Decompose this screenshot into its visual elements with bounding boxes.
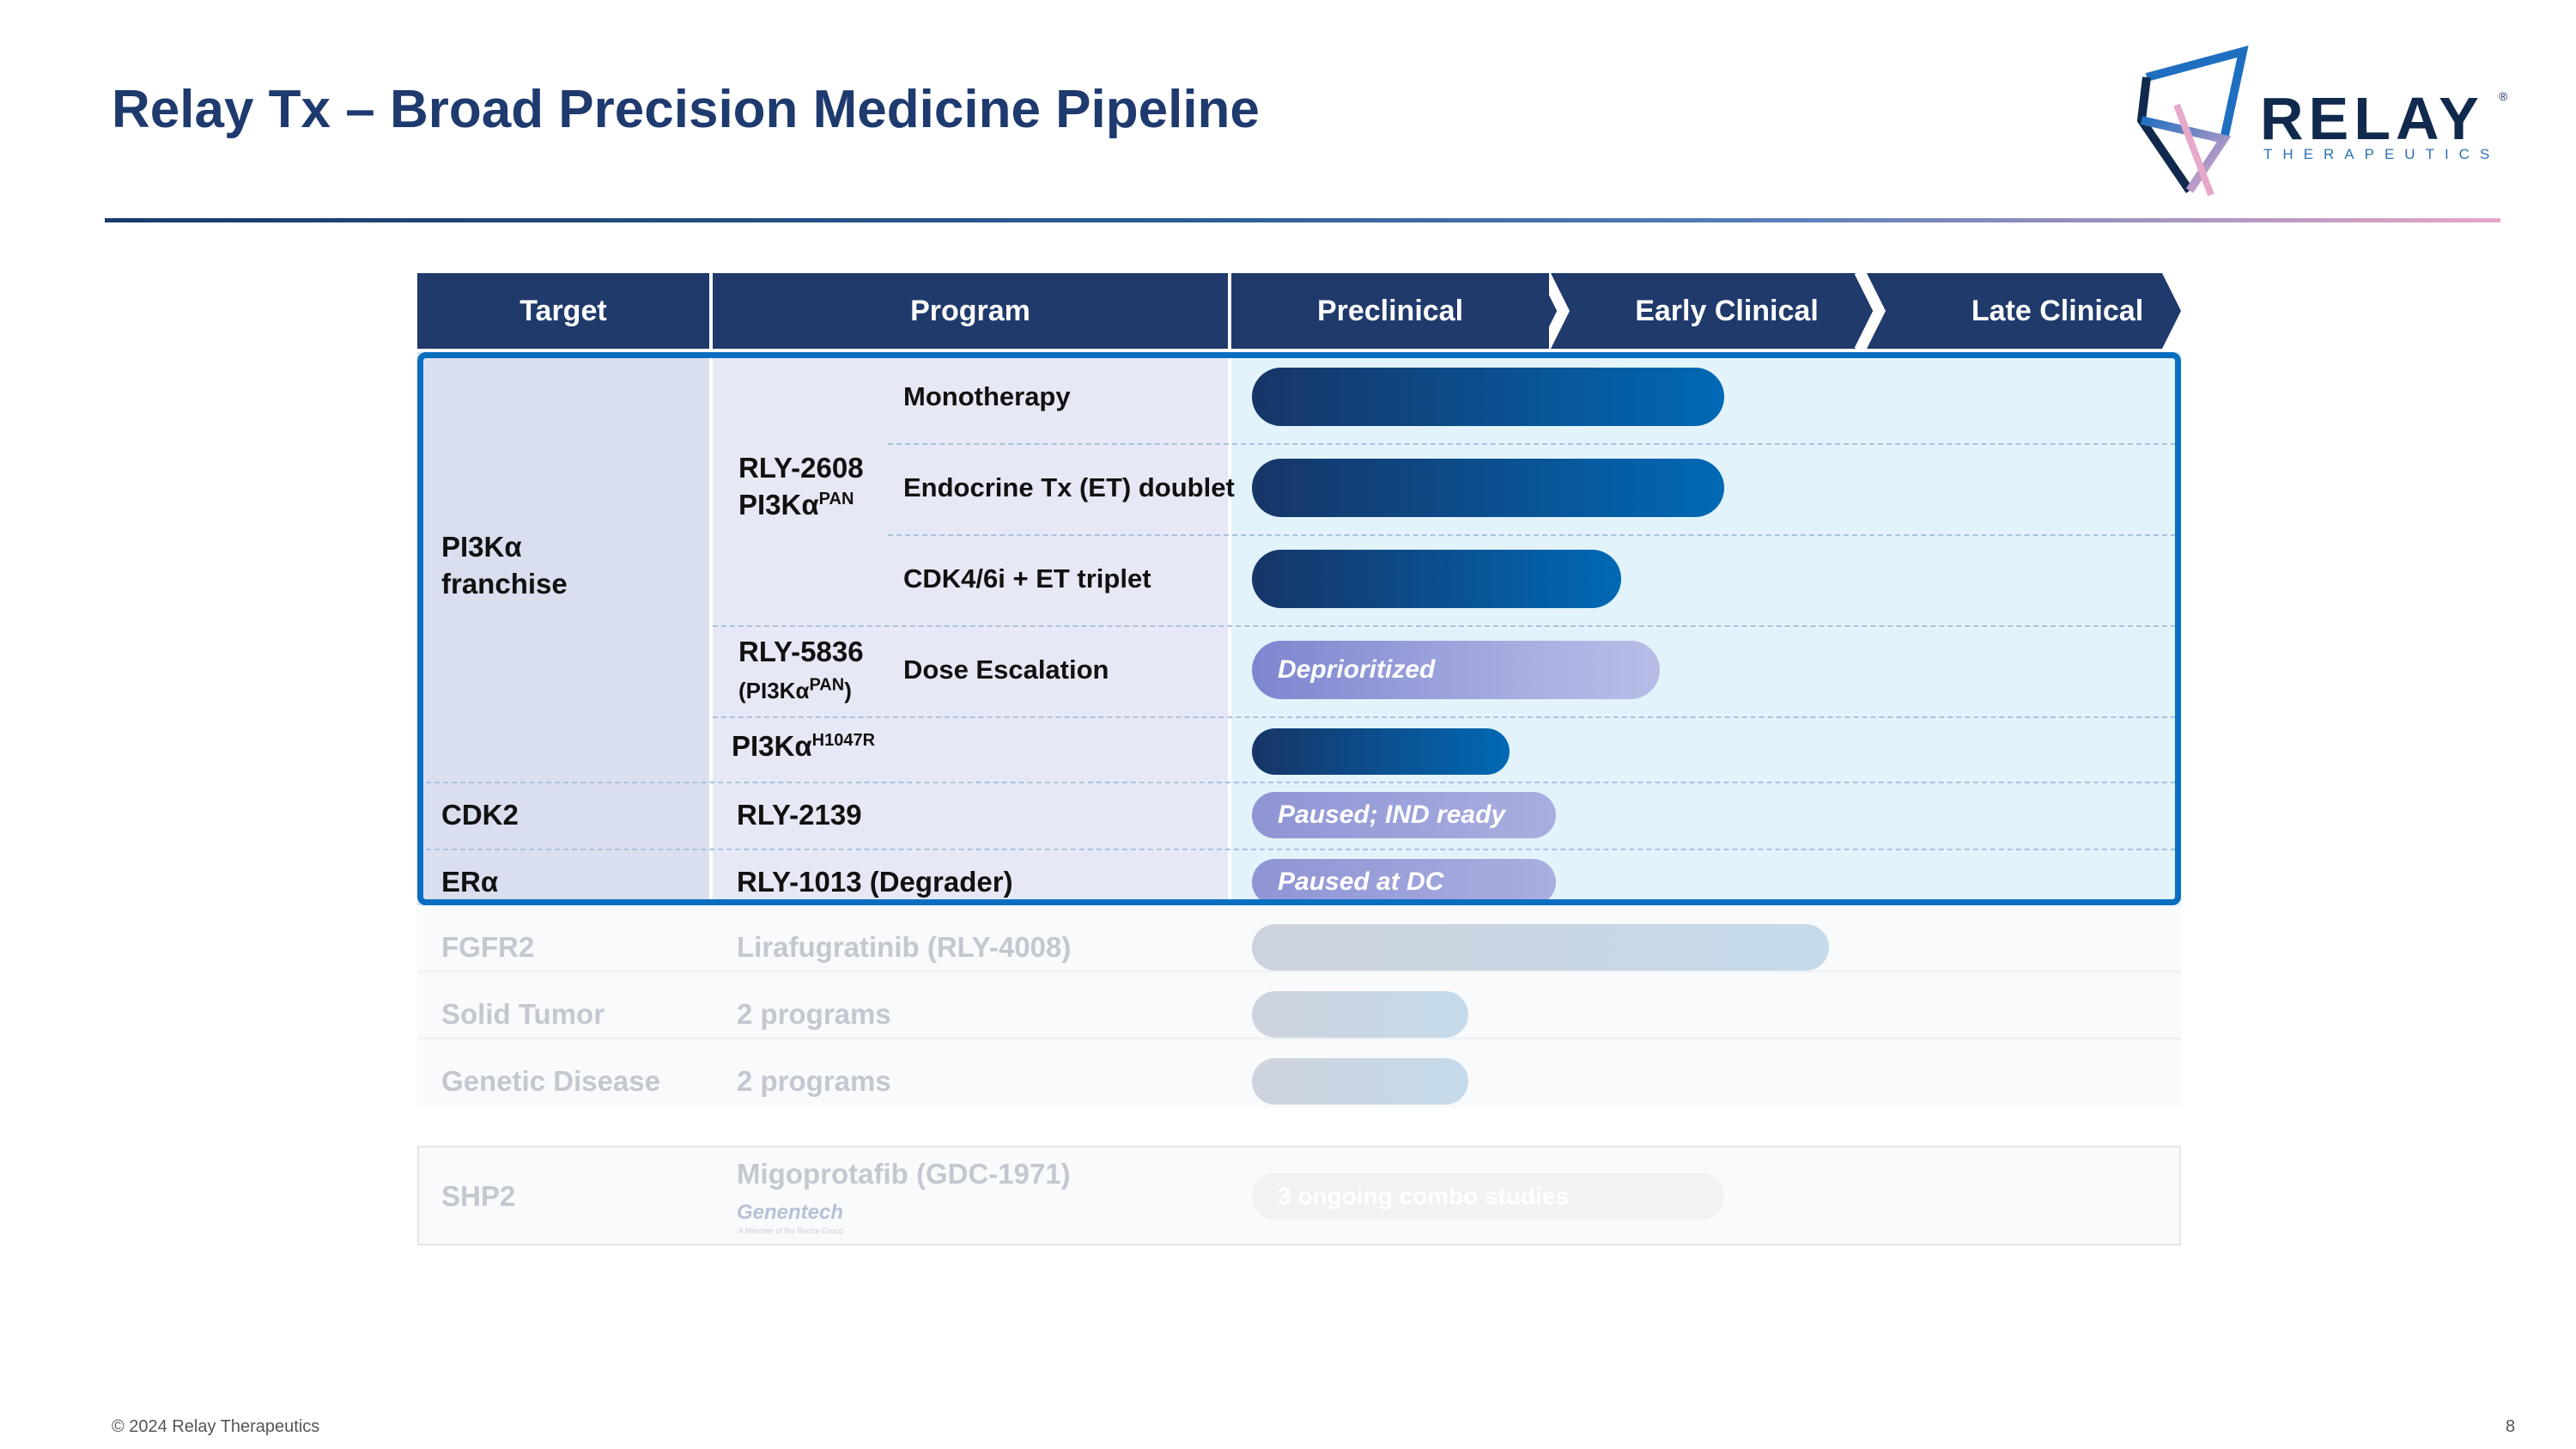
page-number: 8 <box>2506 1417 2516 1436</box>
row-separator <box>417 971 2181 972</box>
program-genetic-disease: 2 programs <box>737 1065 891 1097</box>
row-separator <box>888 534 2176 536</box>
title-divider <box>105 218 2500 222</box>
subprogram-et-doublet: Endocrine Tx (ET) doublet <box>903 472 1235 502</box>
bar-solid-tumor <box>1252 991 1468 1038</box>
bar-cdk-triplet <box>1252 550 1621 608</box>
program-lirafugratinib: Lirafugratinib (RLY-4008) <box>737 931 1072 963</box>
subprogram-monotherapy: Monotherapy <box>903 381 1071 411</box>
row-separator <box>713 716 2176 718</box>
bar-shp2-combo: 3 ongoing combo studies <box>1252 1173 1724 1220</box>
bar-genetic-disease <box>1252 1058 1468 1105</box>
page-title: Relay Tx – Broad Precision Medicine Pipe… <box>112 80 1260 139</box>
row-separator <box>417 782 2176 783</box>
logo-registered: ® <box>2499 89 2508 103</box>
active-programs-highlight <box>417 352 2181 905</box>
program-rly2139: RLY-2139 <box>737 799 862 831</box>
target-era: ERα <box>441 866 499 898</box>
bar-rly5836: Deprioritized <box>1252 641 1660 699</box>
target-pi3k-line2: franchise <box>441 567 568 600</box>
row-separator <box>888 443 2176 445</box>
row-separator <box>417 1038 2181 1039</box>
bar-lirafugratinib <box>1252 924 1829 971</box>
bar-rly1013: Paused at DC <box>1252 859 1556 905</box>
bar-rly2139: Paused; IND ready <box>1252 792 1556 838</box>
program-rly2608: RLY-2608 PI3KαPAN <box>738 450 864 524</box>
header-program: Program <box>713 273 1228 349</box>
stage-preclinical: Preclinical <box>1231 273 1549 349</box>
rly5836-target: (PI3Kα <box>738 677 810 703</box>
row-separator <box>713 625 2176 627</box>
program-rly1013: RLY-1013 (Degrader) <box>737 866 1013 898</box>
row-separator <box>417 849 2176 850</box>
relay-logo: RELAY ® THERAPEUTICS <box>2129 45 2524 199</box>
genentech-tagline: A Member of the Roche Group <box>738 1227 844 1235</box>
target-fgfr2: FGFR2 <box>441 931 535 963</box>
h1047r-sup: H1047R <box>811 731 876 750</box>
footer-copyright: © 2024 Relay Therapeutics <box>112 1417 320 1436</box>
program-solid-tumor: 2 programs <box>737 998 891 1030</box>
program-pi3k-h1047r: PI3KαH1047R <box>732 728 875 765</box>
target-shp2: SHP2 <box>441 1180 516 1212</box>
bar-h1047r <box>1252 728 1510 775</box>
logo-wordmark: RELAY <box>2260 85 2484 152</box>
target-cdk2: CDK2 <box>441 799 519 831</box>
target-solid-tumor: Solid Tumor <box>441 998 605 1030</box>
rly5836-name: RLY-5836 <box>738 636 864 667</box>
rly5836-sup: PAN <box>809 675 845 695</box>
program-migoprotafib: Migoprotafib (GDC-1971) <box>737 1158 1071 1190</box>
target-genetic-disease: Genetic Disease <box>441 1065 660 1097</box>
target-pi3k-line1: PI3Kα <box>441 531 522 563</box>
bar-monotherapy <box>1252 368 1724 426</box>
rly2608-name: RLY-2608 <box>738 452 864 484</box>
header-target: Target <box>417 273 709 349</box>
program-rly5836: RLY-5836 (PI3KαPAN) <box>738 634 864 708</box>
stage-late-clinical: Late Clinical <box>1971 294 2144 327</box>
subprogram-cdk-triplet: CDK4/6i + ET triplet <box>903 563 1151 594</box>
pipeline-table: Target Program Preclinical Early Clinica… <box>417 273 2181 1252</box>
target-pi3k-franchise: PI3Kα franchise <box>441 529 568 603</box>
relay-mark-icon <box>2136 46 2249 197</box>
rly5836-close: ) <box>844 677 852 703</box>
subprogram-dose-escalation: Dose Escalation <box>903 654 1109 685</box>
rly2608-sup: PAN <box>818 489 854 508</box>
stage-early-clinical: Early Clinical <box>1635 294 1819 327</box>
target-column-bg <box>417 352 709 905</box>
logo-subtitle: THERAPEUTICS <box>2263 146 2500 162</box>
h1047r-base: PI3Kα <box>732 730 812 762</box>
bar-et-doublet <box>1252 459 1724 517</box>
genentech-logo: Genentech <box>737 1201 844 1224</box>
rly2608-target: PI3Kα <box>738 488 819 521</box>
